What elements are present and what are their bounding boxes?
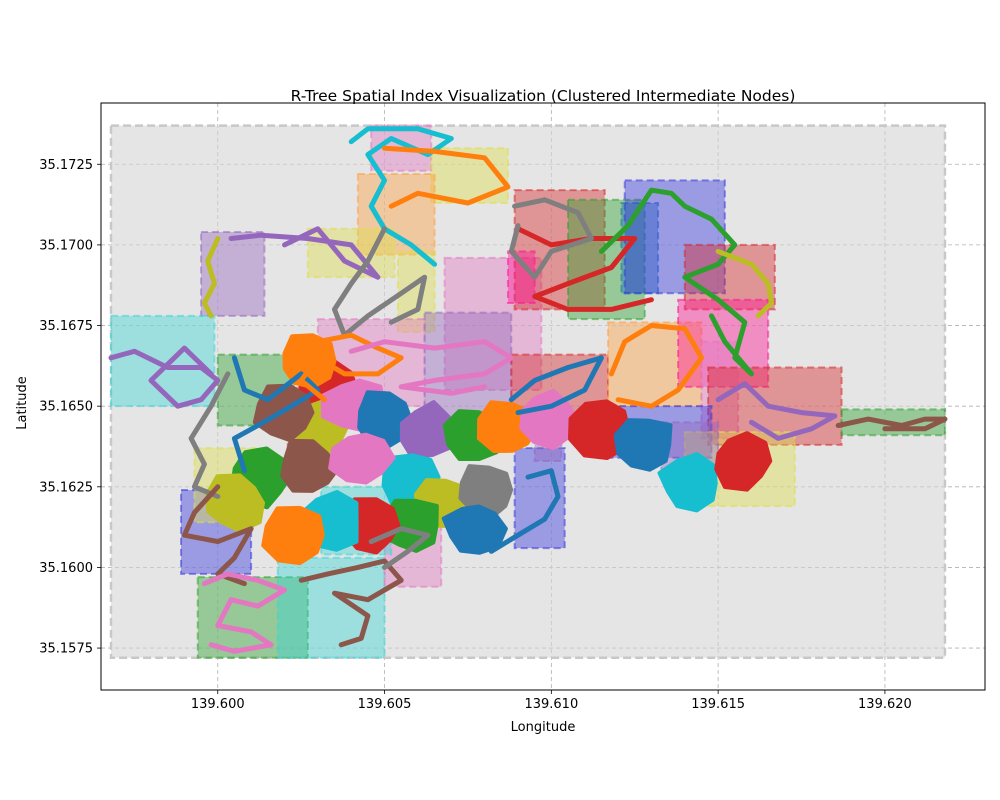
x-ticks: 139.600 139.605 139.610 139.615 139.620 <box>191 690 912 712</box>
trajectory-line <box>608 323 704 409</box>
node-box <box>356 172 436 256</box>
x-tick-label: 139.605 <box>358 697 412 712</box>
trajectory-line <box>228 226 381 280</box>
trajectory-line <box>348 126 454 267</box>
trajectory-line <box>508 355 604 416</box>
root-node-layer <box>109 124 947 659</box>
trajectory-line <box>348 339 514 396</box>
cluster-cell <box>399 400 460 460</box>
trajectory-line <box>382 145 511 209</box>
x-tick-label: 139.615 <box>691 697 745 712</box>
cluster-cell <box>441 504 508 555</box>
trajectory-line <box>835 416 948 432</box>
trajectory-line <box>108 345 221 409</box>
trajectory-line <box>488 468 561 554</box>
cluster-cell <box>613 418 673 472</box>
trajectory-line <box>368 526 431 570</box>
y-tick-label: 35.1675 <box>39 319 93 334</box>
trajectory-line <box>598 187 754 377</box>
node-box <box>607 321 703 408</box>
cluster-cell <box>519 388 580 451</box>
cluster-cell-layer <box>205 333 773 566</box>
cluster-cell <box>714 431 773 492</box>
chart-title: R-Tree Spatial Index Visualization (Clus… <box>291 87 796 105</box>
cluster-cell <box>657 452 718 513</box>
y-tick-label: 35.1600 <box>39 561 93 576</box>
trajectory-line <box>181 484 254 587</box>
root-node-box <box>109 124 947 659</box>
trajectory-line <box>332 226 428 338</box>
y-tick-label: 35.1700 <box>39 238 93 253</box>
cluster-cell <box>328 432 396 485</box>
trajectory-line <box>515 226 654 312</box>
x-tick-label: 139.620 <box>858 697 912 712</box>
plot-area <box>108 124 948 659</box>
trajectory-line <box>201 236 221 319</box>
cluster-cell <box>280 438 341 493</box>
x-tick-label: 139.600 <box>191 697 245 712</box>
y-tick-label: 35.1625 <box>39 480 93 495</box>
y-ticks: 35.1575 35.1600 35.1625 35.1650 35.1675 35.17… <box>39 158 101 657</box>
trajectory-line <box>508 197 594 280</box>
trajectory-line <box>715 381 838 441</box>
trajectory-line <box>298 558 404 648</box>
cluster-cell <box>261 505 325 566</box>
cluster-cell <box>357 390 413 448</box>
trajectory-line <box>715 248 774 319</box>
y-tick-label: 35.1650 <box>39 400 93 415</box>
y-tick-label: 35.1725 <box>39 158 93 173</box>
trajectory-line <box>231 355 321 474</box>
trajectory-line <box>188 371 231 499</box>
y-axis-label: Latitude <box>15 376 30 430</box>
trajectory-line <box>295 332 404 403</box>
trajectory-layer <box>108 126 948 654</box>
plot-frame <box>100 102 986 691</box>
x-tick-label: 139.610 <box>524 697 578 712</box>
trajectory-line <box>201 571 287 654</box>
y-tick-label: 35.1575 <box>39 642 93 657</box>
x-axis-label: Longitude <box>511 720 576 735</box>
